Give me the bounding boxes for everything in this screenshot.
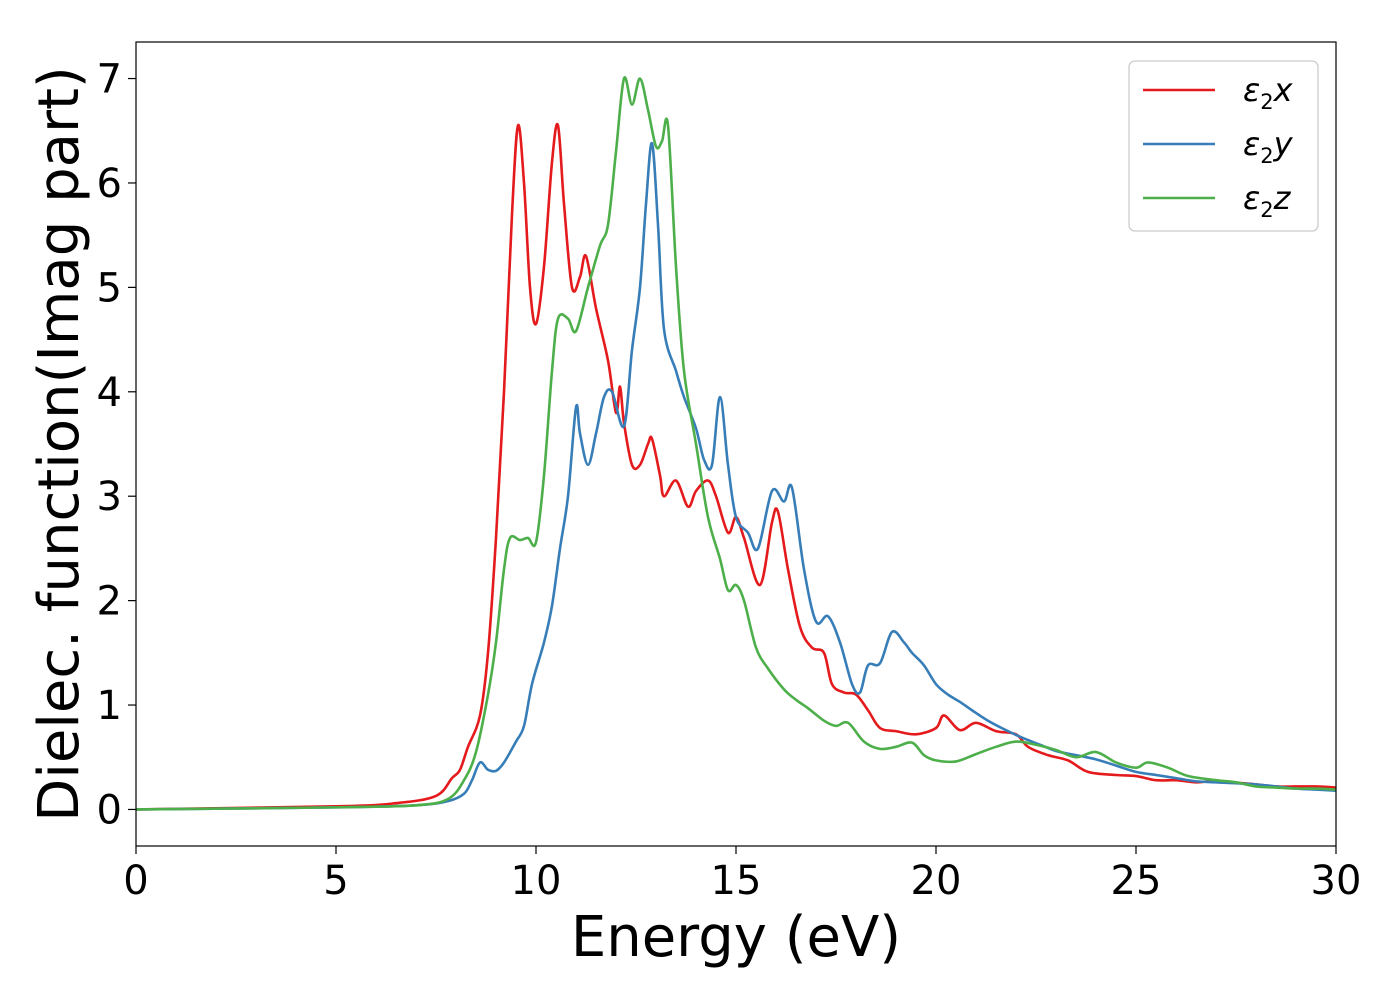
y-axis: 0 1 2 3 4 5 6 7 <box>97 57 136 833</box>
x-tick-label: 15 <box>711 858 762 904</box>
y-tick-label: 0 <box>97 787 122 833</box>
y-tick-label: 5 <box>97 265 122 311</box>
legend-box <box>1128 60 1319 232</box>
x-tick-label: 5 <box>323 858 348 904</box>
x-tick-label: 30 <box>1311 858 1362 904</box>
series-line-x <box>136 122 1336 811</box>
y-tick-label: 4 <box>97 370 122 416</box>
y-tick-label: 7 <box>97 57 122 103</box>
y-axis-label: Dielec. function(Imag part) <box>27 66 92 822</box>
x-axis: 0 5 10 15 20 25 30 <box>123 846 1361 904</box>
series-layer <box>136 76 1336 811</box>
y-tick-label: 2 <box>97 579 122 625</box>
x-tick-label: 0 <box>123 858 148 904</box>
y-tick-label: 1 <box>97 683 122 729</box>
legend-label-z: ε2z <box>1243 179 1292 222</box>
legend-label-x: ε2x <box>1243 71 1294 114</box>
x-tick-label: 25 <box>1111 858 1162 904</box>
x-axis-label: Energy (eV) <box>571 905 901 970</box>
legend: ε2x ε2y ε2z <box>1128 60 1319 232</box>
y-tick-label: 3 <box>97 474 122 520</box>
legend-label-y: ε2y <box>1243 125 1294 168</box>
x-tick-label: 10 <box>511 858 562 904</box>
series-line-z <box>136 76 1336 811</box>
y-tick-label: 6 <box>97 161 122 207</box>
x-tick-label: 20 <box>911 858 962 904</box>
